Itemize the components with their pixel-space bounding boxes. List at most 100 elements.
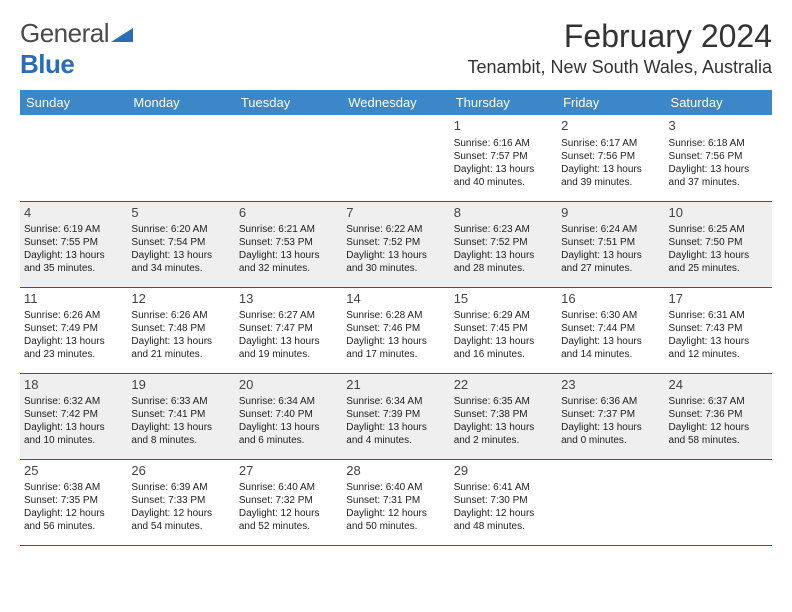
calendar-week: 4Sunrise: 6:19 AMSunset: 7:55 PMDaylight…: [20, 201, 772, 287]
calendar-head: SundayMondayTuesdayWednesdayThursdayFrid…: [20, 90, 772, 115]
calendar-cell: 25Sunrise: 6:38 AMSunset: 7:35 PMDayligh…: [20, 459, 127, 545]
day-d1: Daylight: 12 hours: [239, 507, 338, 520]
calendar-week: 18Sunrise: 6:32 AMSunset: 7:42 PMDayligh…: [20, 373, 772, 459]
day-d1: Daylight: 13 hours: [669, 335, 768, 348]
day-number: 16: [561, 291, 660, 308]
calendar-cell: [235, 115, 342, 201]
day-d1: Daylight: 13 hours: [24, 335, 123, 348]
day-ss: Sunset: 7:54 PM: [131, 236, 230, 249]
day-sr: Sunrise: 6:32 AM: [24, 395, 123, 408]
calendar-cell: 27Sunrise: 6:40 AMSunset: 7:32 PMDayligh…: [235, 459, 342, 545]
dayname-saturday: Saturday: [665, 90, 772, 115]
day-number: 25: [24, 463, 123, 480]
day-d2: and 40 minutes.: [454, 176, 553, 189]
day-d2: and 16 minutes.: [454, 348, 553, 361]
day-ss: Sunset: 7:49 PM: [24, 322, 123, 335]
calendar-cell: [342, 115, 449, 201]
dayname-monday: Monday: [127, 90, 234, 115]
day-sr: Sunrise: 6:29 AM: [454, 309, 553, 322]
day-ss: Sunset: 7:45 PM: [454, 322, 553, 335]
day-number: 22: [454, 377, 553, 394]
calendar-cell: 5Sunrise: 6:20 AMSunset: 7:54 PMDaylight…: [127, 201, 234, 287]
day-sr: Sunrise: 6:20 AM: [131, 223, 230, 236]
calendar-cell: 16Sunrise: 6:30 AMSunset: 7:44 PMDayligh…: [557, 287, 664, 373]
logo: GeneralBlue: [20, 18, 133, 80]
day-ss: Sunset: 7:32 PM: [239, 494, 338, 507]
calendar-cell: [127, 115, 234, 201]
day-ss: Sunset: 7:31 PM: [346, 494, 445, 507]
day-ss: Sunset: 7:37 PM: [561, 408, 660, 421]
day-number: 6: [239, 205, 338, 222]
page-header: GeneralBlue February 2024 Tenambit, New …: [20, 18, 772, 80]
calendar-body: 1Sunrise: 6:16 AMSunset: 7:57 PMDaylight…: [20, 115, 772, 545]
calendar-week: 11Sunrise: 6:26 AMSunset: 7:49 PMDayligh…: [20, 287, 772, 373]
day-d1: Daylight: 13 hours: [346, 335, 445, 348]
day-d2: and 39 minutes.: [561, 176, 660, 189]
month-title: February 2024: [468, 18, 772, 55]
day-sr: Sunrise: 6:40 AM: [346, 481, 445, 494]
day-d1: Daylight: 13 hours: [561, 249, 660, 262]
day-d1: Daylight: 13 hours: [346, 249, 445, 262]
day-number: 21: [346, 377, 445, 394]
day-number: 11: [24, 291, 123, 308]
day-number: 13: [239, 291, 338, 308]
day-d2: and 37 minutes.: [669, 176, 768, 189]
day-d1: Daylight: 12 hours: [24, 507, 123, 520]
day-ss: Sunset: 7:41 PM: [131, 408, 230, 421]
day-d1: Daylight: 13 hours: [454, 163, 553, 176]
calendar-cell: 2Sunrise: 6:17 AMSunset: 7:56 PMDaylight…: [557, 115, 664, 201]
calendar-week: 25Sunrise: 6:38 AMSunset: 7:35 PMDayligh…: [20, 459, 772, 545]
calendar-cell: 1Sunrise: 6:16 AMSunset: 7:57 PMDaylight…: [450, 115, 557, 201]
day-sr: Sunrise: 6:26 AM: [131, 309, 230, 322]
day-d1: Daylight: 13 hours: [561, 163, 660, 176]
day-sr: Sunrise: 6:34 AM: [346, 395, 445, 408]
calendar-cell: 28Sunrise: 6:40 AMSunset: 7:31 PMDayligh…: [342, 459, 449, 545]
day-number: 17: [669, 291, 768, 308]
day-sr: Sunrise: 6:18 AM: [669, 137, 768, 150]
calendar-cell: 24Sunrise: 6:37 AMSunset: 7:36 PMDayligh…: [665, 373, 772, 459]
day-ss: Sunset: 7:47 PM: [239, 322, 338, 335]
day-d1: Daylight: 13 hours: [239, 335, 338, 348]
calendar-cell: 7Sunrise: 6:22 AMSunset: 7:52 PMDaylight…: [342, 201, 449, 287]
day-number: 9: [561, 205, 660, 222]
calendar-table: SundayMondayTuesdayWednesdayThursdayFrid…: [20, 90, 772, 546]
day-d1: Daylight: 13 hours: [131, 421, 230, 434]
day-d1: Daylight: 13 hours: [131, 249, 230, 262]
day-ss: Sunset: 7:30 PM: [454, 494, 553, 507]
day-number: 24: [669, 377, 768, 394]
day-d2: and 2 minutes.: [454, 434, 553, 447]
day-ss: Sunset: 7:40 PM: [239, 408, 338, 421]
logo-triangle-icon: [111, 18, 133, 49]
day-sr: Sunrise: 6:34 AM: [239, 395, 338, 408]
day-number: 27: [239, 463, 338, 480]
day-sr: Sunrise: 6:22 AM: [346, 223, 445, 236]
day-number: 7: [346, 205, 445, 222]
day-number: 23: [561, 377, 660, 394]
day-number: 8: [454, 205, 553, 222]
day-sr: Sunrise: 6:23 AM: [454, 223, 553, 236]
day-d2: and 10 minutes.: [24, 434, 123, 447]
day-sr: Sunrise: 6:19 AM: [24, 223, 123, 236]
day-d1: Daylight: 13 hours: [561, 335, 660, 348]
day-sr: Sunrise: 6:27 AM: [239, 309, 338, 322]
day-ss: Sunset: 7:57 PM: [454, 150, 553, 163]
day-ss: Sunset: 7:52 PM: [454, 236, 553, 249]
day-d2: and 28 minutes.: [454, 262, 553, 275]
day-d2: and 17 minutes.: [346, 348, 445, 361]
day-ss: Sunset: 7:51 PM: [561, 236, 660, 249]
calendar-cell: 11Sunrise: 6:26 AMSunset: 7:49 PMDayligh…: [20, 287, 127, 373]
dayname-friday: Friday: [557, 90, 664, 115]
day-number: 29: [454, 463, 553, 480]
day-d2: and 52 minutes.: [239, 520, 338, 533]
calendar-cell: 9Sunrise: 6:24 AMSunset: 7:51 PMDaylight…: [557, 201, 664, 287]
calendar-cell: 13Sunrise: 6:27 AMSunset: 7:47 PMDayligh…: [235, 287, 342, 373]
calendar-cell: 10Sunrise: 6:25 AMSunset: 7:50 PMDayligh…: [665, 201, 772, 287]
day-d1: Daylight: 13 hours: [454, 335, 553, 348]
day-d1: Daylight: 12 hours: [454, 507, 553, 520]
day-sr: Sunrise: 6:17 AM: [561, 137, 660, 150]
logo-part2: Blue: [20, 49, 74, 79]
day-sr: Sunrise: 6:26 AM: [24, 309, 123, 322]
day-number: 12: [131, 291, 230, 308]
day-ss: Sunset: 7:39 PM: [346, 408, 445, 421]
dayname-row: SundayMondayTuesdayWednesdayThursdayFrid…: [20, 90, 772, 115]
